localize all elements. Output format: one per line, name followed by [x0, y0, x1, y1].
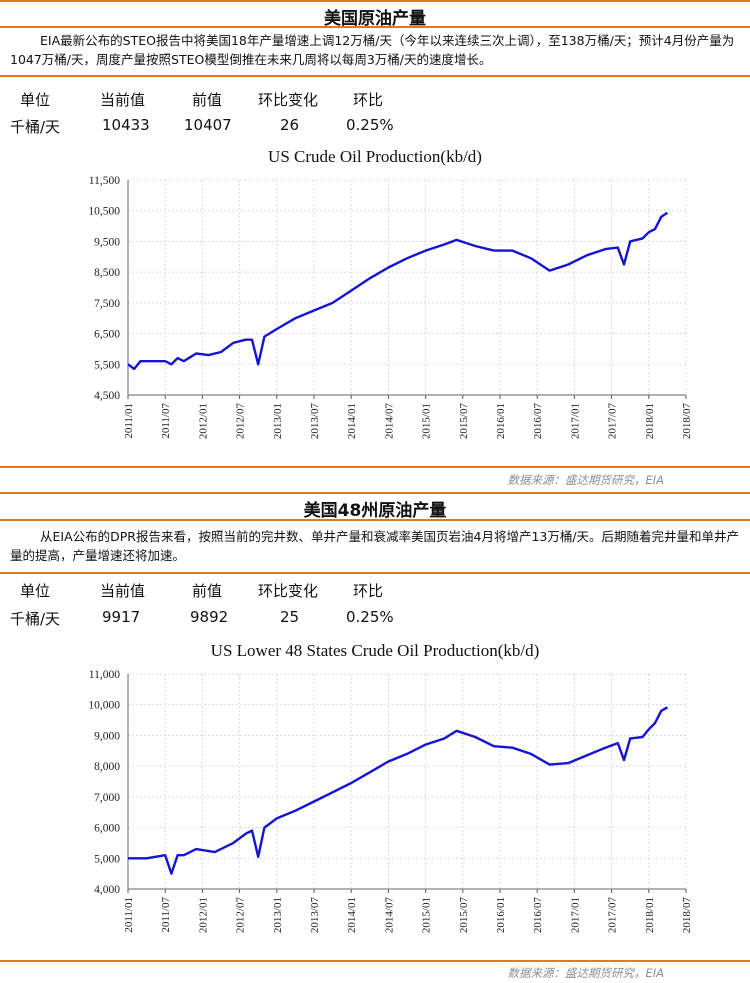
x-tick-label: 2017/01: [569, 403, 581, 439]
cell-pct: 0.25%: [346, 608, 394, 626]
x-tick-label: 2016/01: [495, 897, 507, 933]
chart-us-crude: US Crude Oil Production(kb/d) 4,500 5,500 6…: [0, 138, 750, 468]
x-tick-label: 2017/07: [607, 897, 619, 934]
table-divider: [0, 75, 750, 77]
cell-change: 26: [280, 116, 300, 134]
x-tick-label: 2018/01: [644, 897, 656, 933]
x-tick-label: 2016/07: [532, 403, 544, 440]
header-previous: 前值: [192, 582, 223, 600]
x-tick-label: 2013/07: [309, 897, 321, 934]
y-tick-label: 5,000: [94, 853, 120, 865]
chart-title: US Lower 48 States Crude Oil Production(…: [211, 641, 540, 660]
cell-current: 10433: [102, 116, 150, 134]
y-tick-label: 11,500: [89, 175, 120, 187]
cell-previous: 10407: [184, 116, 232, 134]
x-tick-label: 2012/07: [235, 403, 247, 440]
table-divider: [0, 572, 750, 574]
x-tick-label: 2012/01: [197, 403, 209, 439]
series-line: [127, 211, 669, 371]
x-tick-label: 2014/01: [346, 897, 358, 933]
y-tick-label: 7,500: [94, 298, 120, 310]
x-tick-label: 2013/07: [309, 403, 321, 440]
header-current: 当前值: [100, 91, 146, 109]
header-change: 环比变化: [258, 582, 319, 600]
x-tick-label: 2011/07: [160, 403, 172, 439]
x-tick-label: 2011/01: [123, 403, 135, 439]
x-tick-label: 2015/07: [458, 403, 470, 440]
x-tick-label: 2012/07: [235, 897, 247, 934]
y-tick-label: 8,000: [94, 761, 120, 773]
header-unit: 单位: [20, 91, 51, 109]
source-note: 数据来源：盛达期货研究，EIA: [507, 473, 664, 487]
y-tick-label: 6,500: [94, 329, 120, 341]
cell-previous: 9892: [190, 608, 229, 626]
chart-svg: US Lower 48 States Crude Oil Production(…: [88, 641, 693, 934]
section-title: 美国48州原油产量: [303, 501, 447, 521]
section-description: 从EIA公布的DPR报告来看，按照当前的完井数、单井产量和衰减率美国页岩油4月将…: [10, 529, 740, 563]
y-tick-label: 8,500: [94, 267, 120, 279]
y-tick-label: 10,000: [88, 700, 120, 712]
x-tick-label: 2014/07: [383, 897, 395, 934]
top-divider: [0, 0, 750, 2]
x-tick-label: 2018/07: [681, 403, 693, 440]
cell-change: 25: [280, 608, 300, 626]
x-tick-label: 2015/01: [421, 897, 433, 933]
x-tick-label: 2015/07: [458, 897, 470, 934]
y-tick-label: 4,500: [94, 390, 120, 402]
header-pct: 环比: [353, 582, 384, 600]
cell-pct: 0.25%: [346, 116, 394, 134]
section-bottom-divider: [0, 960, 750, 962]
series-line: [128, 706, 669, 875]
y-tick-label: 7,000: [94, 792, 120, 804]
header-pct: 环比: [353, 91, 384, 109]
y-tick-label: 9,000: [94, 730, 120, 742]
x-tick-label: 2014/01: [346, 403, 358, 439]
chart-svg: US Crude Oil Production(kb/d) 4,500 5,500 6…: [88, 147, 693, 440]
y-tick-label: 10,500: [88, 206, 120, 218]
y-tick-label: 6,000: [94, 823, 120, 835]
section-divider: [0, 519, 750, 521]
x-tick-label: 2016/07: [532, 897, 544, 934]
y-tick-label: 4,000: [94, 884, 120, 896]
section-divider: [0, 26, 750, 28]
chart-lower48-crude: US Lower 48 States Crude Oil Production(…: [0, 632, 750, 962]
x-tick-label: 2017/07: [607, 403, 619, 440]
y-tick-label: 11,000: [89, 669, 120, 681]
source-note: 数据来源：盛达期货研究，EIA: [507, 966, 664, 980]
x-tick-label: 2011/01: [123, 897, 135, 933]
x-tick-label: 2015/01: [421, 403, 433, 439]
y-tick-label: 9,500: [94, 236, 120, 248]
x-tick-label: 2011/07: [160, 897, 172, 933]
x-tick-label: 2018/07: [681, 897, 693, 934]
cell-unit: 千桶/天: [10, 118, 61, 136]
section-description: EIA最新公布的STEO报告中将美国18年产量增速上调12万桶/天（今年以来连续…: [10, 33, 735, 67]
x-tick-label: 2016/01: [495, 403, 507, 439]
section-divider: [0, 492, 750, 494]
x-tick-label: 2013/01: [272, 897, 284, 933]
cell-current: 9917: [102, 608, 141, 626]
header-previous: 前值: [192, 91, 223, 109]
x-tick-label: 2017/01: [569, 897, 581, 933]
section-title: 美国原油产量: [324, 9, 426, 29]
x-tick-label: 2018/01: [644, 403, 656, 439]
x-tick-label: 2013/01: [272, 403, 284, 439]
section-bottom-divider: [0, 466, 750, 468]
x-tick-label: 2012/01: [197, 897, 209, 933]
cell-unit: 千桶/天: [10, 610, 61, 628]
y-tick-label: 5,500: [94, 359, 120, 371]
header-current: 当前值: [100, 582, 146, 600]
chart-title: US Crude Oil Production(kb/d): [268, 147, 482, 166]
header-unit: 单位: [20, 582, 51, 600]
header-change: 环比变化: [258, 91, 319, 109]
x-tick-label: 2014/07: [383, 403, 395, 440]
